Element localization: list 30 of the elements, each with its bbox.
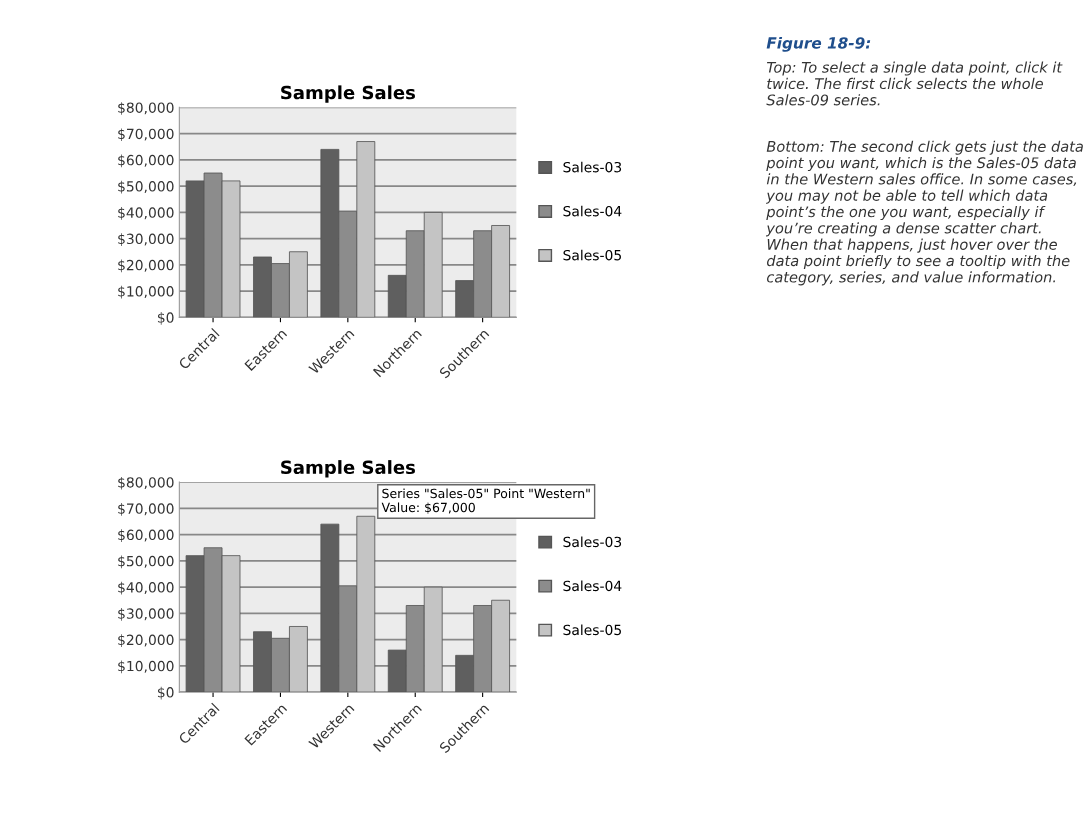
legend-label: Sales-05 [563,624,621,636]
annotation: Series "Sales-05" Point "Western" Value: $67,000 [381,488,590,514]
y-tick-label: $40,000 [118,207,174,220]
y-tick-label: $10,000 [118,285,174,299]
y-tick-label: $0 [157,312,174,325]
legend-label: Sales-04 [563,205,622,217]
y-tick-label: $80,000 [118,102,174,115]
legend-label: Sales-03 [563,161,622,173]
y-tick-label: $30,000 [118,608,174,621]
y-tick-label: $70,000 [118,128,174,141]
legend-label: Sales-04 [563,580,622,592]
chart-title: Sample Sales [281,460,415,478]
legend-label: Sales-03 [563,536,622,548]
y-tick-label: $60,000 [118,154,174,168]
legend-label: Sales-05 [563,249,621,261]
y-tick-label: $30,000 [118,233,174,246]
y-tick-label: $40,000 [118,581,174,595]
text: Top: To select a single data point, click it twice. The first click selects the whole Sales-09 series. [766,61,1063,106]
y-tick-label: $80,000 [118,476,174,490]
y-tick-label: $50,000 [118,555,174,569]
y-tick-label: $20,000 [118,259,174,273]
text: Bottom: The second click gets just the data point you want, which is the Sales-05 data in the Western sales office. In some cases, you may not be able to tell which data point’s the one you want, especially if you’re creating a dense scatter chart. When that happens, just hover over the data point briefly to see a tooltip with the category, series, and value information. [765,140,1083,286]
y-tick-label: $70,000 [118,503,174,516]
caption: Figure 18-9: [766,36,871,52]
chart-title: Sample Sales [281,85,415,103]
y-tick-label: $60,000 [118,529,174,542]
y-tick-label: $10,000 [118,660,174,674]
y-tick-label: $20,000 [118,634,174,647]
y-tick-label: $50,000 [118,180,174,194]
y-tick-label: $0 [157,686,174,700]
